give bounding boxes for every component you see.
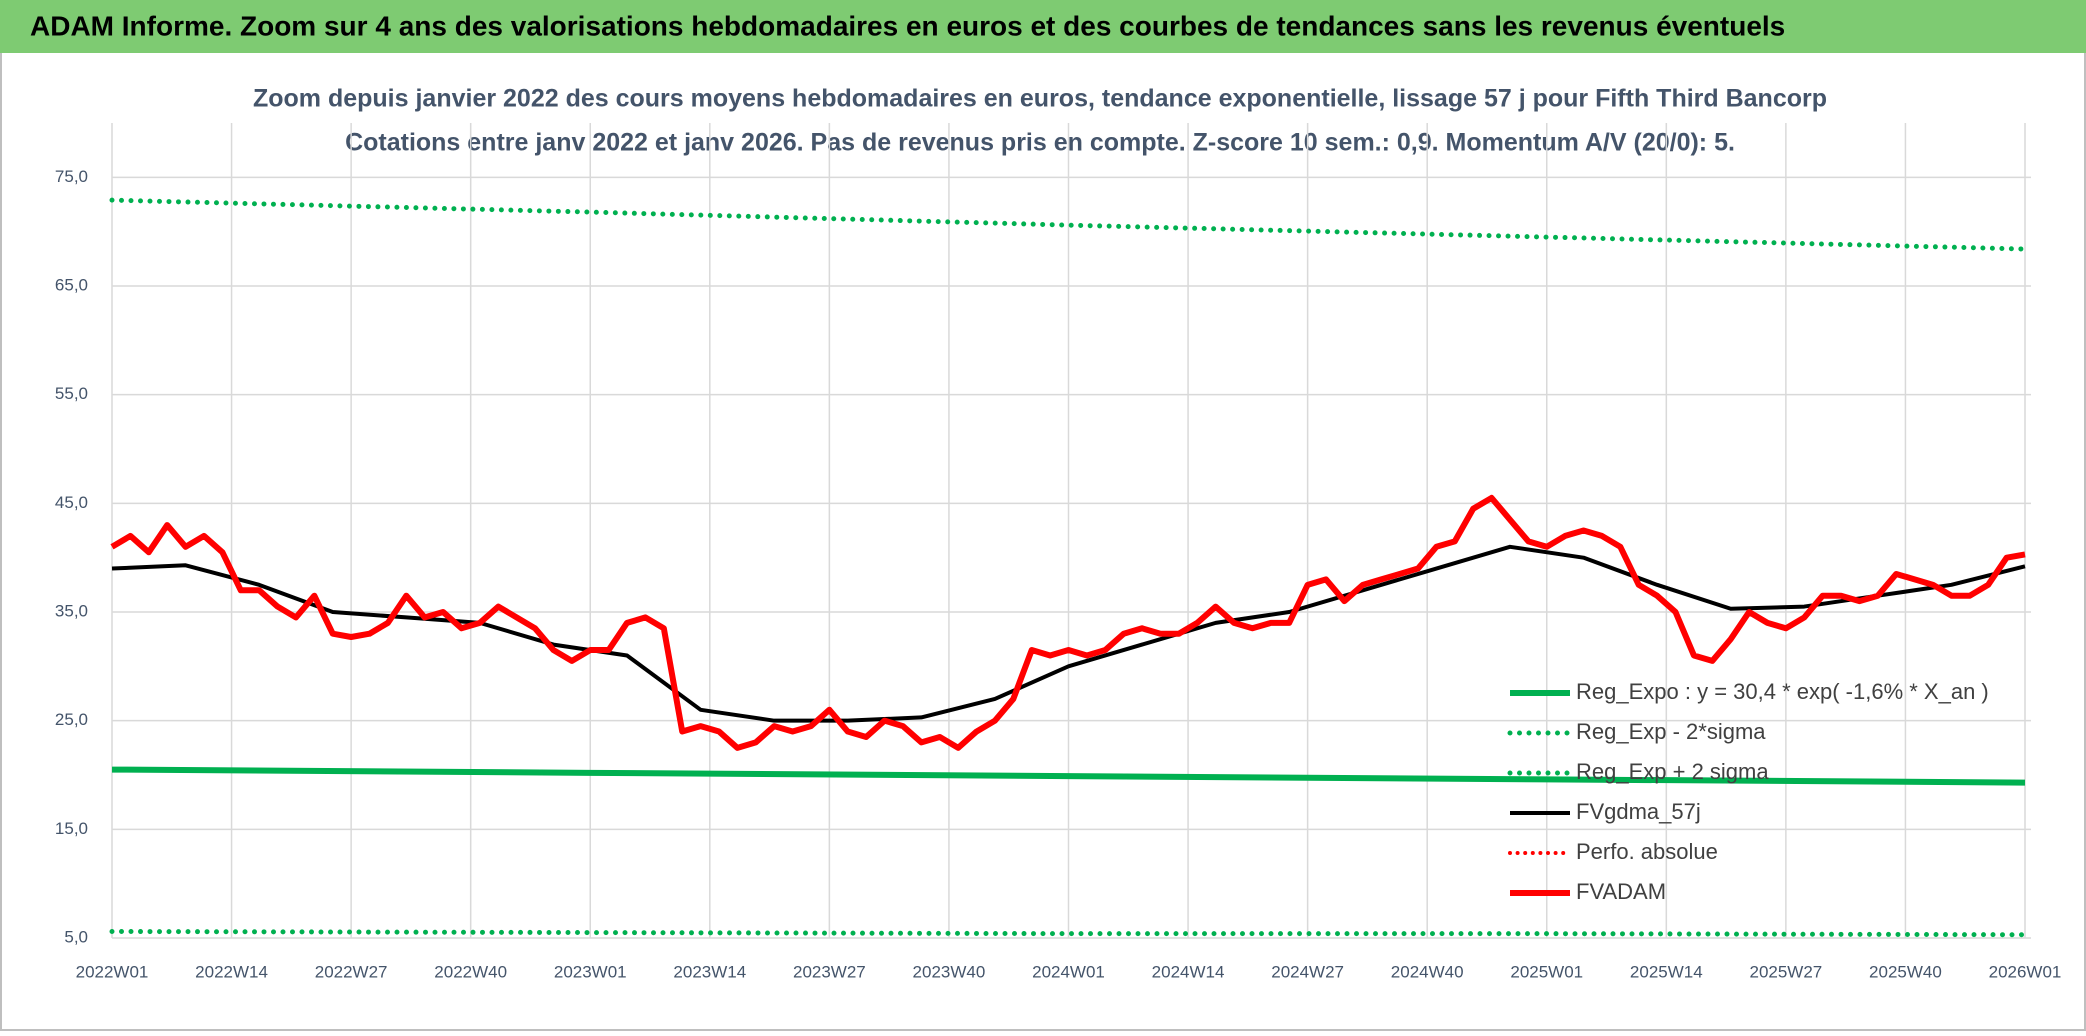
- x-tick-label: 2024W14: [1152, 962, 1225, 981]
- x-tick-label: 2024W40: [1391, 962, 1464, 981]
- y-tick-label: 5,0: [64, 927, 88, 946]
- y-tick-label: 65,0: [55, 275, 88, 294]
- series-line: [109, 197, 2028, 252]
- y-tick-label: 35,0: [55, 601, 88, 620]
- y-tick-label: 45,0: [55, 493, 88, 512]
- legend-label: FVADAM: [1576, 879, 1666, 904]
- x-tick-label: 2025W40: [1869, 962, 1942, 981]
- y-tick-label: 55,0: [55, 384, 88, 403]
- x-tick-label: 2024W27: [1271, 962, 1344, 981]
- series-line: [109, 928, 2028, 938]
- x-tick-label: 2023W14: [673, 962, 746, 981]
- x-tick-label: 2025W14: [1630, 962, 1703, 981]
- legend-label: Reg_Exp + 2 sigma: [1576, 759, 1769, 784]
- x-tick-label: 2022W27: [315, 962, 388, 981]
- x-tick-label: 2026W01: [1989, 962, 2062, 981]
- x-tick-label: 2023W01: [554, 962, 627, 981]
- legend-label: Perfo. absolue: [1576, 839, 1718, 864]
- y-tick-label: 75,0: [55, 167, 88, 186]
- header-bar: [0, 0, 2086, 53]
- legend-label: FVgdma_57j: [1576, 799, 1701, 824]
- series-line: [111, 544, 2026, 723]
- chart-subtitle: Cotations entre janv 2022 et janv 2026. …: [345, 129, 1735, 157]
- series-line: [110, 494, 2026, 751]
- x-tick-label: 2023W27: [793, 962, 866, 981]
- y-tick-label: 25,0: [55, 710, 88, 729]
- header-title: ADAM Informe. Zoom sur 4 ans des valoris…: [30, 10, 1785, 41]
- x-tick-label: 2022W40: [434, 962, 507, 981]
- x-tick-label: 2022W01: [76, 962, 149, 981]
- series-line: [111, 766, 2026, 786]
- y-tick-label: 15,0: [55, 819, 88, 838]
- chart-title: Zoom depuis janvier 2022 des cours moyen…: [253, 85, 1827, 113]
- legend-label: Reg_Exp - 2*sigma: [1576, 719, 1766, 744]
- x-tick-label: 2024W01: [1032, 962, 1105, 981]
- legend-label: Reg_Expo : y = 30,4 * exp( -1,6% * X_an …: [1576, 679, 1989, 704]
- x-tick-label: 2022W14: [195, 962, 268, 981]
- x-tick-label: 2025W01: [1510, 962, 1583, 981]
- x-tick-label: 2025W27: [1749, 962, 1822, 981]
- x-tick-label: 2023W40: [913, 962, 986, 981]
